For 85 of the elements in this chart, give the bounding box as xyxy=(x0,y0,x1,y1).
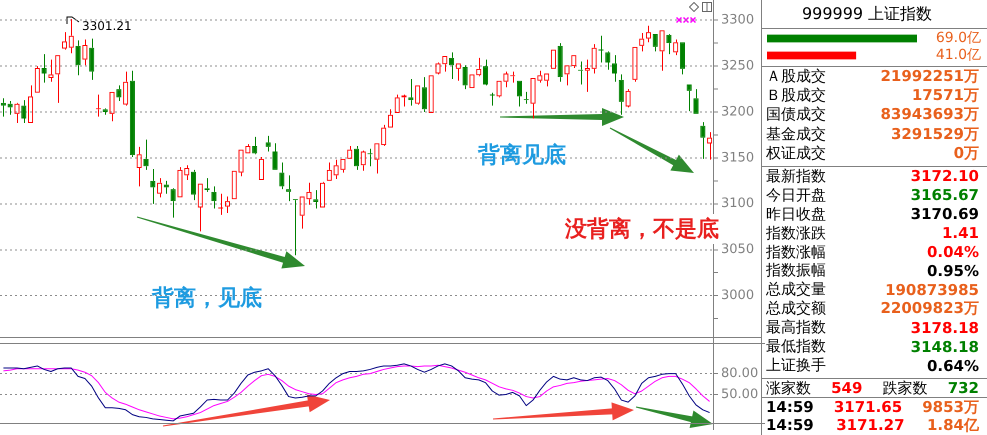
candlestick xyxy=(130,70,135,158)
candlestick xyxy=(652,34,658,52)
candlestick xyxy=(490,92,495,106)
y-tick-label: 3300 xyxy=(721,12,754,28)
candlestick xyxy=(170,188,176,218)
candlestick xyxy=(612,54,618,82)
y-tick-label: 3250 xyxy=(721,58,754,74)
annotation: 背离见底 xyxy=(478,142,566,170)
annotation: 没背离，不是底 xyxy=(563,214,721,244)
text: 3170.69 xyxy=(910,205,979,224)
candlestick xyxy=(482,59,488,86)
text: 3178.18 xyxy=(910,318,979,337)
candlestick xyxy=(279,162,284,190)
text: 83943693万 xyxy=(880,105,979,124)
candlestick xyxy=(211,186,216,209)
candlestick xyxy=(286,174,292,202)
category-label: Ａ股成交 xyxy=(766,67,826,86)
text: 22009823万 xyxy=(880,299,979,318)
category-label: 最新指数 xyxy=(766,166,826,186)
data-label: 41.0亿 xyxy=(936,47,981,64)
category-label: Ｂ股成交 xyxy=(766,86,826,106)
text: 0.95% xyxy=(926,262,979,280)
candlestick xyxy=(190,169,196,201)
candlestick xyxy=(164,180,169,194)
category-label: 今日开盘 xyxy=(766,186,826,205)
y-tick-label: 80.00 xyxy=(721,366,758,381)
category-label: 最高指数 xyxy=(766,318,826,338)
text: 涨家数 549 跌家数 732 xyxy=(766,378,979,397)
chart-title: 999999 上证指数 xyxy=(802,4,932,25)
text: 3148.18 xyxy=(910,338,979,356)
candlestick xyxy=(666,33,672,55)
candlestick xyxy=(618,74,624,116)
y-tick-label: 3000 xyxy=(721,288,754,304)
category-label: 国债成交 xyxy=(766,105,826,124)
candlestick xyxy=(354,146,360,170)
text: 0.64% xyxy=(926,356,979,375)
candlestick xyxy=(218,193,224,216)
candlestick xyxy=(266,135,271,152)
y-tick-label: 50.00 xyxy=(721,386,758,402)
candlestick xyxy=(449,52,454,80)
text: 0万 xyxy=(954,144,979,162)
category-label: 总成交量 xyxy=(766,280,826,300)
category-label: 上证换手 xyxy=(766,356,826,376)
text: 3172.10 xyxy=(910,167,979,186)
candlestick xyxy=(150,168,156,204)
candlestick xyxy=(21,100,26,124)
y-tick-label: 3150 xyxy=(721,150,754,166)
category-label: 总成交额 xyxy=(766,299,826,318)
candlestick xyxy=(116,84,122,102)
candlestick xyxy=(422,76,427,113)
candlestick xyxy=(42,54,47,84)
candlestick xyxy=(76,40,81,76)
text: 3165.67 xyxy=(910,186,979,204)
text: 14:59 3171.65 9853万 xyxy=(766,398,979,416)
candlestick xyxy=(686,84,692,112)
annotation: 背离，见底 xyxy=(152,284,262,313)
candlestick xyxy=(700,122,706,160)
text: 1.41 xyxy=(942,224,979,242)
y-tick-label: 3100 xyxy=(721,196,754,212)
candlestick xyxy=(558,42,563,82)
text: 190873985 xyxy=(885,280,979,299)
category-label: 基金成交 xyxy=(766,124,826,144)
category-label: 指数涨幅 xyxy=(766,242,826,262)
category-label: 指数涨跌 xyxy=(766,224,826,243)
candlestick xyxy=(462,64,468,90)
candlestick xyxy=(272,142,278,170)
category-label: 指数振幅 xyxy=(766,261,826,280)
candlestick xyxy=(693,88,699,114)
text: 0.04% xyxy=(926,243,979,262)
y-tick-label: 3200 xyxy=(721,104,754,120)
candlestick xyxy=(89,38,94,80)
data-label: 69.0亿 xyxy=(936,30,981,46)
text: 3291529万 xyxy=(890,124,979,143)
y-tick-label: 3050 xyxy=(721,242,754,258)
category-label: 最低指数 xyxy=(766,337,826,356)
category-label: 昨日收盘 xyxy=(766,204,826,224)
text: 17571万 xyxy=(912,86,979,104)
category-label: 权证成交 xyxy=(766,144,826,163)
annotation: 3301.21 xyxy=(82,19,132,33)
candlestick xyxy=(252,136,258,155)
text: 21992251万 xyxy=(880,67,979,86)
candlestick xyxy=(598,35,604,63)
text: 14:59 3171.27 1.84亿 xyxy=(766,416,979,434)
candlestick xyxy=(605,50,610,70)
candlestick xyxy=(680,42,685,75)
